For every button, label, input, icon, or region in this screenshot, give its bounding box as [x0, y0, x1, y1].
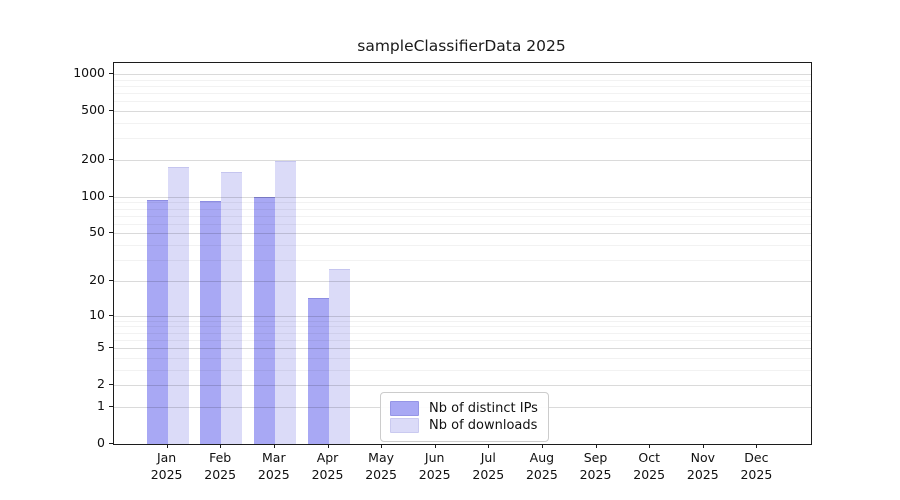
y-tick-label-50: 50: [89, 224, 105, 240]
gridline-80: [114, 208, 811, 210]
gridline-40: [114, 245, 811, 247]
x-tick-mark-nov: [702, 444, 704, 448]
gridline-20: [114, 280, 811, 282]
gridline-100: [114, 196, 811, 198]
gridline-10: [114, 315, 811, 317]
gridline-8: [114, 326, 811, 328]
x-tick-mark-oct: [649, 444, 651, 448]
x-tick-mark-jan: [166, 444, 168, 448]
gridline-7: [114, 332, 811, 334]
y-tick-label-5: 5: [97, 339, 105, 355]
x-tick-label-nov: Nov 2025: [686, 450, 719, 482]
gridline-900: [114, 79, 811, 81]
gridline-700: [114, 93, 811, 94]
grid-layer: [114, 63, 811, 444]
x-tick-label-jul: Jul 2025: [472, 450, 505, 482]
bars-layer: [114, 63, 811, 444]
x-tick-mark-mar: [273, 444, 275, 448]
gridline-90: [114, 202, 811, 204]
bar-distinct-ips-feb: [200, 201, 222, 444]
chart-title: sampleClassifierData 2025: [357, 37, 566, 55]
y-tick-label-20: 20: [89, 271, 105, 287]
y-tick-mark-200: [109, 158, 113, 160]
gridline-60: [114, 223, 811, 225]
y-tick-label-200: 200: [81, 150, 105, 166]
x-tick-mark-jun: [434, 444, 436, 448]
y-tick-mark-500: [109, 110, 113, 111]
legend: Nb of distinct IPs Nb of downloads: [380, 392, 549, 442]
y-tick-label-1: 1: [97, 397, 105, 413]
bar-downloads-jan: [167, 167, 189, 444]
legend-label-downloads: Nb of downloads: [429, 418, 538, 433]
gridline-5: [114, 348, 811, 349]
bar-distinct-ips-mar: [253, 197, 275, 444]
bar-distinct-ips-apr: [307, 297, 329, 444]
x-tick-label-aug: Aug 2025: [525, 450, 558, 482]
bar-downloads-mar: [274, 160, 296, 444]
y-tick-label-100: 100: [81, 187, 105, 203]
x-tick-label-jun: Jun 2025: [418, 450, 451, 482]
y-tick-mark-20: [109, 279, 113, 281]
y-tick-label-1000: 1000: [73, 64, 105, 80]
y-tick-label-2: 2: [97, 376, 105, 392]
y-tick-mark-2: [109, 384, 113, 386]
y-tick-mark-1: [109, 405, 113, 407]
y-tick-mark-100: [109, 195, 113, 197]
gridline-500: [114, 111, 811, 112]
gridline-200: [114, 159, 811, 161]
x-tick-mark-aug: [541, 444, 543, 448]
x-tick-mark-dec: [756, 444, 758, 448]
x-tick-label-jan: Jan 2025: [150, 450, 183, 482]
x-tick-mark-may: [381, 444, 383, 448]
y-tick-mark-10: [109, 314, 113, 316]
y-tick-label-10: 10: [89, 306, 105, 322]
x-tick-label-sep: Sep 2025: [579, 450, 612, 482]
y-tick-mark-5: [109, 347, 113, 348]
legend-swatch-downloads: [390, 418, 419, 433]
y-tick-mark-1000: [109, 72, 113, 74]
bar-downloads-feb: [221, 171, 243, 444]
x-tick-label-mar: Mar 2025: [257, 450, 290, 482]
gridline-2: [114, 385, 811, 387]
bar-distinct-ips-jan: [146, 199, 168, 444]
legend-item-downloads: Nb of downloads: [390, 418, 538, 433]
gridline-9: [114, 320, 811, 322]
y-tick-mark-50: [109, 232, 113, 234]
x-tick-mark-apr: [327, 444, 329, 448]
y-tick-label-0: 0: [97, 435, 105, 450]
legend-label-distinct-ips: Nb of distinct IPs: [429, 401, 538, 416]
gridline-70: [114, 215, 811, 217]
gridline-400: [114, 122, 811, 124]
gridline-1000: [114, 73, 811, 75]
plot-area: [113, 62, 812, 445]
y-tick-mark-0: [109, 443, 113, 444]
legend-swatch-distinct-ips: [390, 401, 419, 416]
gridline-4: [114, 357, 811, 359]
gridline-3: [114, 369, 811, 371]
gridline-600: [114, 101, 811, 103]
gridline-30: [114, 260, 811, 262]
bar-downloads-apr: [328, 268, 350, 444]
x-tick-mark-feb: [220, 444, 222, 448]
legend-item-distinct-ips: Nb of distinct IPs: [390, 401, 538, 416]
gridline-6: [114, 339, 811, 341]
y-tick-label-500: 500: [81, 102, 105, 118]
x-tick-label-dec: Dec 2025: [740, 450, 773, 482]
x-tick-mark-sep: [595, 444, 597, 448]
gridline-800: [114, 85, 811, 87]
x-tick-mark-jul: [488, 444, 490, 448]
x-tick-label-apr: Apr 2025: [311, 450, 344, 482]
x-tick-label-may: May 2025: [365, 450, 397, 482]
gridline-50: [114, 233, 811, 235]
x-tick-label-feb: Feb 2025: [204, 450, 237, 482]
x-tick-label-oct: Oct 2025: [633, 450, 666, 482]
gridline-300: [114, 138, 811, 140]
